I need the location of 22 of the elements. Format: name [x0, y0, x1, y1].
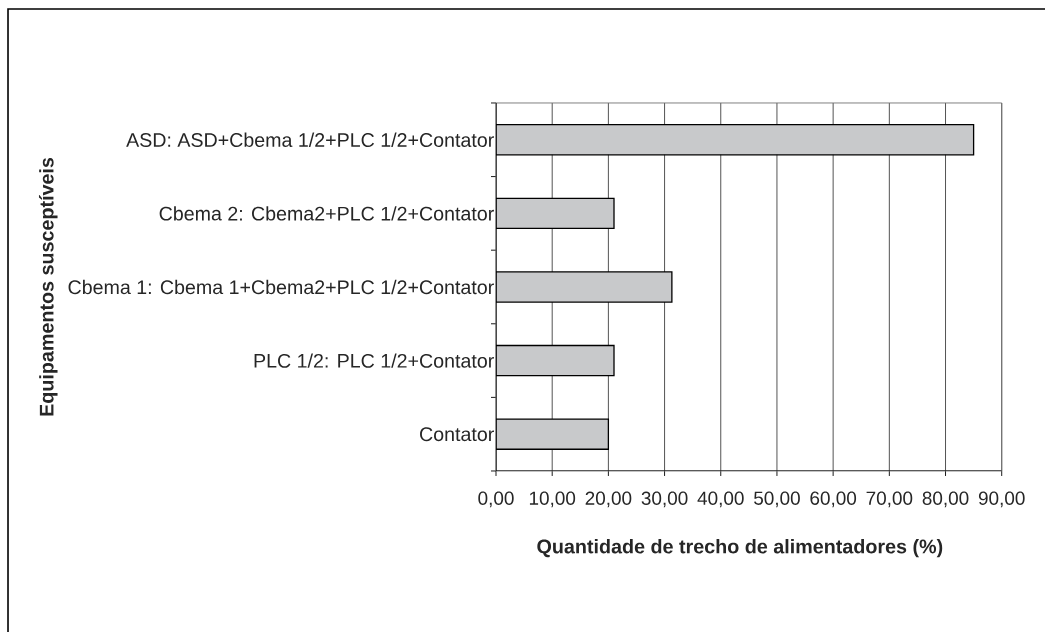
y-tick-label: Cbema 1: Cbema 1+Cbema2+PLC 1/2+Contator	[68, 279, 494, 295]
x-axis-title: Quantidade de trecho de alimentadores (%)	[537, 538, 943, 558]
x-tick-label: 10,00	[529, 491, 576, 508]
bar	[496, 418, 610, 450]
y-tick-label: PLC 1/2: PLC 1/2+Contator	[254, 353, 494, 368]
y-tick-label: Contator	[420, 427, 494, 442]
bar	[496, 197, 615, 230]
bar	[496, 271, 673, 303]
x-tick-label: 20,00	[585, 491, 632, 508]
x-tick-label: 50,00	[754, 491, 800, 508]
x-tick-label: 60,00	[810, 491, 857, 508]
y-axis-title: Equipamentos susceptíveis	[38, 157, 58, 416]
x-tick-label: 70,00	[866, 491, 913, 508]
y-tick-label: Cbema 2: Cbema2+PLC 1/2+Contator	[159, 206, 494, 221]
x-tick-label: 80,00	[922, 491, 969, 508]
x-tick-label: 30,00	[641, 491, 688, 508]
x-tick-label: 40,00	[697, 491, 744, 508]
bar	[496, 124, 975, 156]
x-tick-label: 0,00	[478, 491, 514, 508]
bar	[496, 344, 615, 377]
y-tick-label: ASD: ASD+Cbema 1/2+PLC 1/2+Contator	[126, 132, 494, 147]
x-tick-label: 90,00	[978, 491, 1025, 508]
